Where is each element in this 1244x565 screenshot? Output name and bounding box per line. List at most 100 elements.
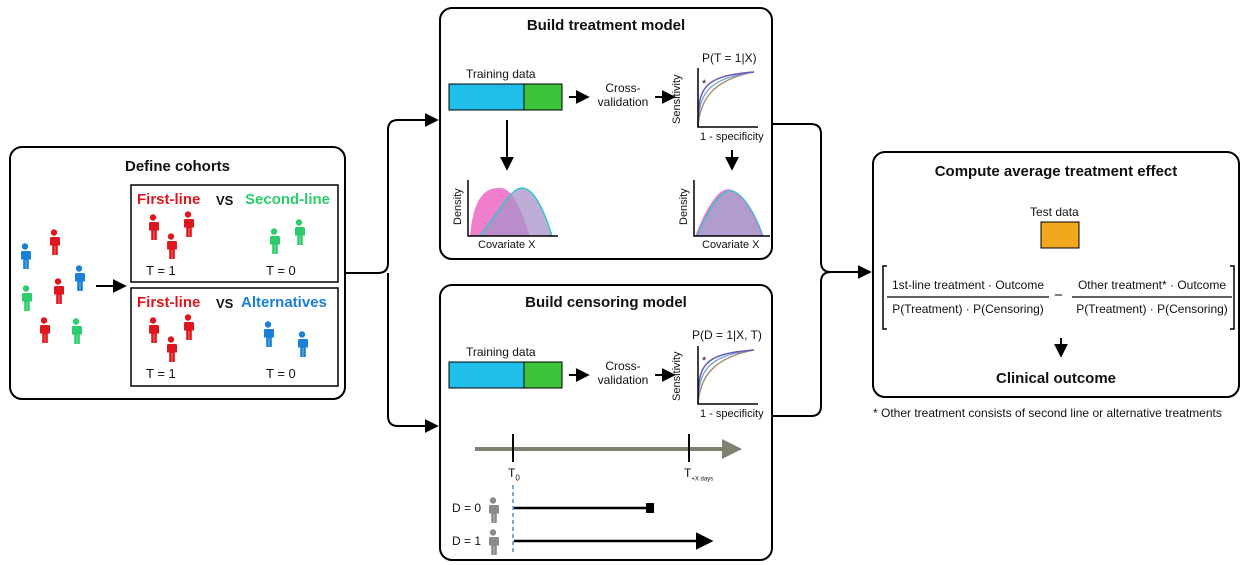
denominator-left: P(Treatment) · P(Censoring) [892, 302, 1044, 316]
numerator-left: 1st-line treatment · Outcome [891, 278, 1045, 292]
timeline-t0-label: T0 [508, 466, 520, 482]
connector-to-treatment [345, 113, 439, 274]
cohort-box-alternatives [130, 287, 339, 387]
training-bar-train [448, 83, 525, 111]
person-icon [294, 219, 305, 245]
bottom-left-label: First-line [137, 294, 201, 311]
bottom-vs: VS [216, 296, 234, 311]
person-icon [148, 214, 159, 240]
treatment-training-label: Training data [466, 67, 536, 81]
density-control [480, 188, 552, 236]
test-data-label: Test data [1030, 205, 1079, 219]
connector-to-censoring [387, 273, 439, 433]
top-vs: VS [216, 193, 234, 208]
clinical-outcome: Clinical outcome [995, 370, 1117, 387]
t0-subscript: 0 [515, 473, 520, 483]
censor-training-label: Training data [466, 345, 536, 359]
bottom-right-label: Alternatives [241, 294, 327, 311]
timeline-tx-label: T+X days [684, 466, 713, 482]
cohort-bottom-people [148, 314, 308, 362]
bottom-t-right: T = 0 [266, 366, 296, 381]
censoring-model-panel [439, 284, 773, 561]
tx-letter: T [684, 466, 692, 480]
density-axes-left [467, 180, 558, 237]
top-t-left: T = 1 [146, 263, 176, 278]
treatment-model-panel [439, 7, 773, 260]
roc-axes [697, 68, 758, 128]
censor-training-bar-train [448, 361, 525, 389]
denominator-right: P(Treatment) · P(Censoring) [1076, 302, 1228, 316]
minus-sign: − [1054, 287, 1063, 304]
bracket-left [882, 265, 887, 330]
person-icon [183, 314, 194, 340]
treatment-prob-label: P(T = 1|X) [702, 51, 757, 65]
person-icon-event [488, 529, 499, 555]
person-icon [183, 211, 194, 237]
treatment-cv-line1: Cross- [605, 81, 641, 95]
bracket-right [1230, 265, 1235, 330]
person-icon [166, 233, 177, 259]
roc-chart-treatment [697, 68, 758, 128]
censor-end-marker [646, 503, 654, 513]
t0-letter: T [508, 466, 516, 480]
density-right-ylabel: Density [678, 188, 690, 225]
censor-cv-line2: validation [597, 373, 649, 387]
roc-axes [697, 346, 758, 405]
cohort-top-people [148, 211, 305, 259]
treatment-roc-star: * [702, 78, 707, 90]
person-icon [53, 278, 64, 304]
density-right-xlabel: Covariate X [702, 239, 760, 251]
person-icon [263, 321, 274, 347]
tx-subscript: +X days [691, 476, 714, 483]
density-axes-right [693, 180, 770, 237]
cohort-box-second-line [130, 184, 339, 283]
d1-label: D = 1 [452, 534, 482, 548]
person-icon [297, 331, 308, 357]
censor-roc-xlabel: 1 - specificity [700, 408, 764, 420]
censor-prob-label: P(D = 1|X, T) [692, 328, 762, 342]
connector-from-censoring [772, 265, 872, 417]
density-left-ylabel: Density [452, 188, 464, 225]
test-data-box [1040, 221, 1080, 249]
person-icon [49, 229, 60, 255]
roc-curve-brown [697, 71, 755, 128]
density-left-xlabel: Covariate X [478, 239, 536, 251]
censor-roc-ylabel: Sensitivity [671, 351, 683, 401]
training-bar-validate [523, 83, 563, 111]
person-icon [269, 228, 280, 254]
roc-curve-brown [697, 349, 755, 405]
person-icon [71, 318, 82, 344]
treatment-title: Build treatment model [526, 17, 686, 34]
treatment-cv-line2: validation [597, 95, 649, 109]
bottom-t-left: T = 1 [146, 366, 176, 381]
person-icon [166, 336, 177, 362]
d0-label: D = 0 [452, 501, 482, 515]
person-icon [74, 265, 85, 291]
censor-training-bar-validate [523, 361, 563, 389]
person-icon [148, 317, 159, 343]
density-control-line [479, 187, 553, 237]
ate-panel [872, 151, 1240, 398]
person-icon [39, 317, 50, 343]
top-left-label: First-line [137, 191, 201, 208]
person-icon [21, 285, 32, 311]
top-t-right: T = 0 [266, 263, 296, 278]
density-matched-line-cyan [696, 190, 764, 237]
person-icon-censored [488, 497, 499, 523]
population-group [20, 229, 85, 344]
treatment-roc-xlabel: 1 - specificity [700, 131, 764, 143]
density-chart-left [467, 180, 558, 237]
cohorts-title: Define cohorts [124, 158, 230, 175]
roc-chart-censoring [697, 346, 758, 405]
density-chart-right [693, 180, 770, 237]
top-right-label: Second-line [245, 191, 331, 208]
person-icon [20, 243, 31, 269]
treatment-roc-ylabel: Sensitivity [671, 74, 683, 124]
density-matched-line-pink [695, 189, 763, 237]
censor-cv-line1: Cross- [605, 359, 641, 373]
numerator-right: Other treatment* · Outcome [1077, 278, 1227, 292]
ate-title: Compute average treatment effect [934, 163, 1178, 180]
censoring-title: Build censoring model [525, 294, 687, 311]
density-matched [696, 190, 762, 236]
